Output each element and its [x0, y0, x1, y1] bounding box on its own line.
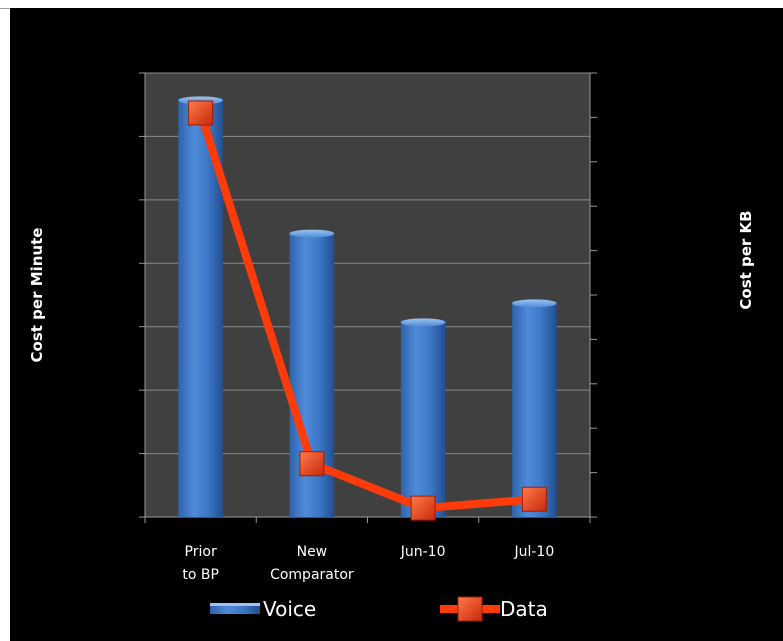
series-group — [178, 96, 557, 521]
bar-voice-top — [289, 229, 335, 238]
x-tick-label: Jun-10 — [400, 544, 446, 560]
marker-data — [521, 486, 547, 512]
bar-voice-top — [512, 299, 557, 308]
bar-voice — [400, 320, 446, 517]
legend-swatch-data-marker — [457, 596, 483, 622]
x-tick-label: Prior to BP — [182, 544, 219, 583]
marker-data — [299, 451, 325, 477]
line-data — [196, 108, 539, 513]
legend-label-voice: Voice — [263, 597, 316, 621]
x-tick-label: New Comparator — [270, 544, 354, 583]
legend-swatch-voice — [210, 604, 260, 614]
bar-voice-top — [400, 318, 446, 327]
y-axis-title: Cost per Minute — [28, 228, 46, 363]
labels-group: Prior to BP New Comparator Jun-10 Jul-10 Cost … — [28, 210, 755, 583]
legend-label-data: Data — [500, 597, 548, 621]
legend-item-voice: Voice — [210, 597, 316, 621]
marker-data — [188, 100, 214, 126]
legend-swatch-voice-top — [210, 603, 260, 606]
x-tick-label: Jul-10 — [513, 544, 554, 560]
y2-axis-title: Cost per KB — [737, 210, 755, 309]
marker-data — [410, 495, 436, 521]
legend-item-data: Data — [440, 596, 548, 622]
legend: Voice Data — [210, 596, 548, 622]
bar-voice — [512, 301, 557, 517]
